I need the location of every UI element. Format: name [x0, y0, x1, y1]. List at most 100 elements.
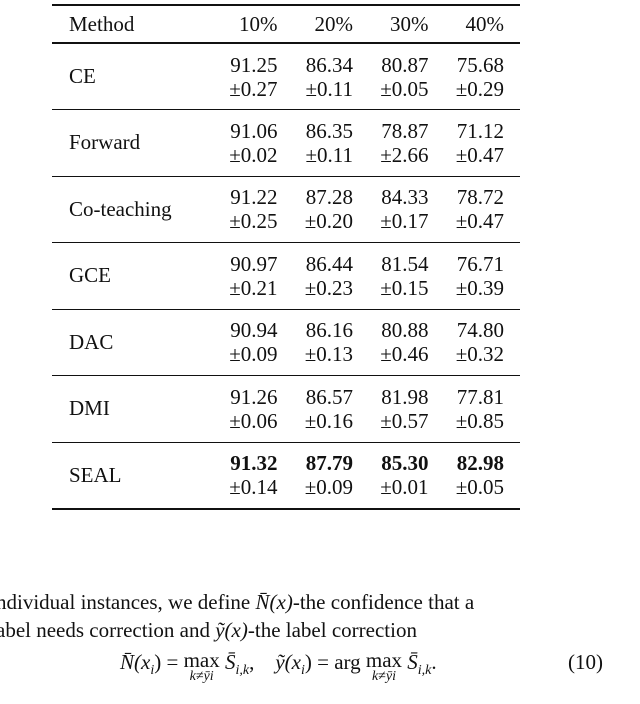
results-table: Method 10% 20% 30% 40% CE 91.25 ±0.27 86.34…	[52, 4, 520, 510]
std-value: ±0.39	[455, 275, 504, 300]
math: i	[150, 663, 155, 679]
result-cell: 76.71 ±0.39	[428, 243, 520, 310]
equation-number: (10)	[568, 650, 603, 674]
mean-value: 90.97	[230, 251, 278, 276]
math: i,k	[235, 663, 250, 679]
result-cell: 91.32 ±0.14	[202, 442, 278, 509]
method-name: Co-teaching	[69, 196, 172, 221]
std-value: ±0.16	[304, 408, 353, 433]
std-value: ±0.47	[455, 142, 504, 167]
mean-value: 81.54	[381, 251, 429, 276]
method-name: DAC	[69, 329, 114, 354]
result-cell: 91.06 ±0.02	[202, 110, 278, 177]
math: S̄	[219, 650, 236, 674]
result-cell: 85.30 ±0.01	[353, 442, 429, 509]
std-value: ±0.47	[455, 209, 504, 234]
result-cell: 80.87 ±0.05	[353, 43, 429, 110]
method-name: GCE	[69, 263, 111, 288]
mean-value: 86.57	[305, 384, 353, 409]
std-value: ±0.15	[380, 275, 429, 300]
result-cell: 78.72 ±0.47	[428, 176, 520, 243]
math: ) =	[154, 650, 184, 674]
result-cell: 91.26 ±0.06	[202, 376, 278, 443]
mean-value: 87.28	[305, 185, 353, 210]
std-value: ±0.57	[380, 408, 429, 433]
text: ndividual instances, we define	[0, 590, 256, 614]
mean-value: 86.35	[305, 118, 353, 143]
std-value: ±0.32	[455, 342, 504, 367]
table-row: Co-teaching 91.22 ±0.25 87.28 ±0.20 84.33 ±0.1…	[52, 176, 520, 243]
mean-value: 80.87	[381, 52, 429, 77]
result-cell: 91.25 ±0.27	[202, 43, 278, 110]
text: abel needs correction and	[0, 618, 216, 642]
math: i,k	[417, 663, 432, 679]
mean-value: 75.68	[456, 52, 504, 77]
mean-value: 91.22	[230, 185, 278, 210]
std-value: ±0.29	[455, 76, 504, 101]
std-value: ±0.20	[304, 209, 353, 234]
mean-value: 74.80	[456, 318, 504, 343]
equation-10: N̄(xi) = max k≠ȳi S̄i,k, ỹ(xi) = arg max k…	[120, 650, 437, 684]
std-value: ±0.01	[380, 475, 429, 499]
result-cell: 77.81 ±0.85	[428, 376, 520, 443]
std-value: ±0.13	[304, 342, 353, 367]
result-cell: 86.16 ±0.13	[277, 309, 353, 376]
header-method: Method	[69, 11, 135, 36]
table-row: SEAL 91.32 ±0.14 87.79 ±0.09 85.30 ±0.01 82.98 ±…	[52, 442, 520, 509]
math: N̄(x	[120, 650, 151, 674]
result-cell: 75.68 ±0.29	[428, 43, 520, 110]
math: k≠ȳi	[371, 669, 396, 684]
header-20: 20%	[314, 12, 353, 36]
mean-value: 77.81	[456, 384, 504, 409]
result-cell: 82.98 ±0.05	[428, 442, 520, 509]
method-name: CE	[69, 64, 96, 88]
std-value: ±0.11	[305, 76, 353, 101]
result-cell: 86.35 ±0.11	[277, 110, 353, 177]
std-value: ±0.05	[455, 475, 504, 499]
result-cell: 71.12 ±0.47	[428, 110, 520, 177]
result-cell: 86.44 ±0.23	[277, 243, 353, 310]
std-value: ±0.85	[455, 408, 504, 433]
mean-value: 78.87	[381, 118, 429, 143]
std-value: ±0.21	[229, 275, 278, 300]
table-row: DMI 91.26 ±0.06 86.57 ±0.16 81.98 ±0.57 77.81 ±0…	[52, 376, 520, 443]
result-cell: 78.87 ±2.66	[353, 110, 429, 177]
std-value: ±2.66	[380, 142, 429, 167]
math-symbol: N̄(x)	[255, 590, 293, 614]
table-header-row: Method 10% 20% 30% 40%	[52, 5, 520, 43]
std-value: ±0.09	[229, 342, 278, 367]
result-cell: 86.34 ±0.11	[277, 43, 353, 110]
result-cell: 86.57 ±0.16	[277, 376, 353, 443]
result-cell: 74.80 ±0.32	[428, 309, 520, 376]
std-value: ±0.27	[229, 76, 278, 101]
result-cell: 91.22 ±0.25	[202, 176, 278, 243]
table-row: Forward 91.06 ±0.02 86.35 ±0.11 78.87 ±2.66 71.…	[52, 110, 520, 177]
mean-value: 80.88	[381, 318, 429, 343]
std-value: ±0.06	[229, 408, 278, 433]
math: k≠ȳi	[189, 669, 214, 684]
body-text-line-2: abel needs correction and ỹ(x)-the label…	[0, 618, 417, 643]
method-name: SEAL	[69, 462, 122, 487]
table-row: DAC 90.94 ±0.09 86.16 ±0.13 80.88 ±0.46 74.80 ±0…	[52, 309, 520, 376]
table-row: CE 91.25 ±0.27 86.34 ±0.11 80.87 ±0.05 75.68 ±0.…	[52, 43, 520, 110]
mean-value: 91.26	[230, 384, 278, 409]
header-30: 30%	[389, 12, 429, 36]
body-text-line-1: ndividual instances, we define N̄(x)-the…	[0, 590, 474, 615]
std-value: ±0.17	[380, 209, 429, 234]
mean-value: 81.98	[381, 384, 429, 409]
math-symbol: ỹ(x)	[215, 618, 248, 642]
math: max	[183, 648, 220, 672]
math: i	[300, 663, 305, 679]
result-cell: 81.54 ±0.15	[353, 243, 429, 310]
math: max	[365, 648, 403, 672]
method-name: Forward	[69, 130, 141, 155]
mean-value: 91.32	[230, 451, 278, 475]
mean-value: 76.71	[456, 251, 504, 276]
text: -the label correction	[247, 618, 417, 642]
std-value: ±0.02	[229, 142, 278, 167]
header-10: 10%	[238, 12, 278, 36]
result-cell: 81.98 ±0.57	[353, 376, 429, 443]
mean-value: 86.16	[305, 318, 353, 343]
math: ỹ(x	[275, 650, 301, 674]
mean-value: 85.30	[381, 451, 429, 475]
